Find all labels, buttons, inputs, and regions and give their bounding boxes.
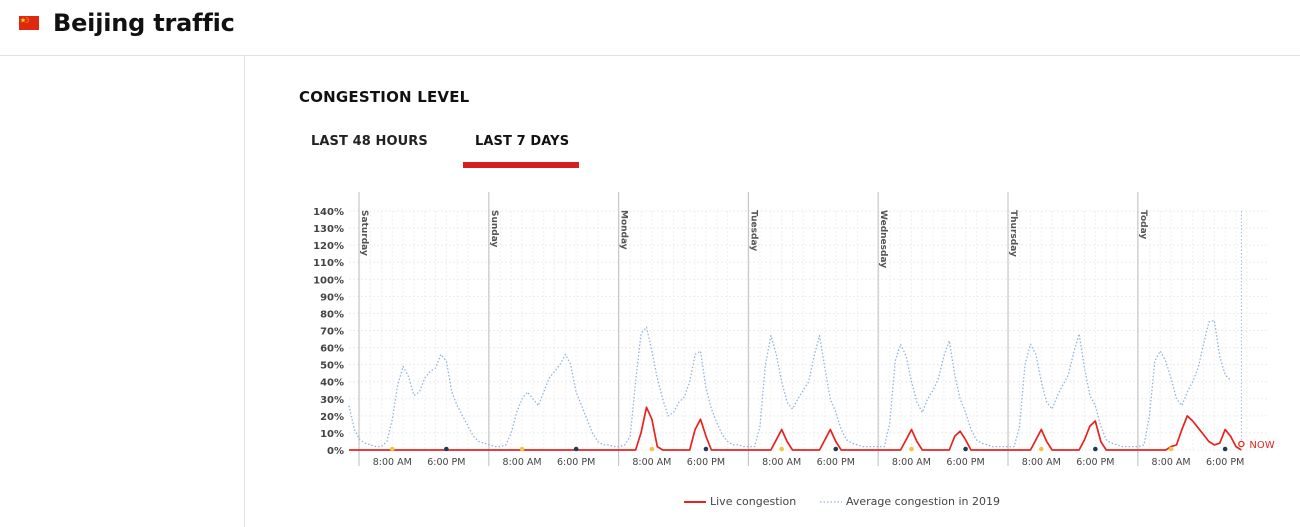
day-label: Monday [619,210,629,250]
now-indicator: NOW [1238,211,1275,451]
y-tick-label: 120% [313,241,344,252]
morning-marker [909,446,914,452]
day-label: Thursday [1008,210,1018,257]
chart-grid [349,210,1268,451]
x-tick-label: 8:00 AM [892,457,931,468]
x-tick-label: 6:00 PM [427,457,465,468]
chart-series [348,319,1242,451]
day-label: Wednesday [878,210,888,268]
y-tick-label: 130% [313,224,344,235]
tab-last-7-days[interactable]: LAST 7 DAYS [475,134,570,149]
x-tick-label: 8:00 AM [632,457,671,468]
y-tick-label: 40% [320,378,344,389]
legend-live-label: Live congestion [710,495,797,508]
x-axis: 8:00 AM 6:00 PM 8:00 AM 6:00 PM 8:00 AM 6:00 … [373,457,1245,468]
day-separators: Saturday Sunday Monday Tuesday Wednesday Thur… [358,192,1148,466]
series-line-live [349,406,1242,451]
morning-marker [519,446,525,452]
x-tick-label: 8:00 AM [1152,457,1191,468]
y-axis: 0% 10% 20% 30% 40% 50% 60% 70% 80% 90% 100% 110% 120… [313,207,344,457]
x-tick-label: 6:00 PM [1206,457,1244,468]
y-tick-label: 140% [313,207,344,218]
evening-marker [573,446,579,452]
now-label: NOW [1249,440,1274,451]
x-tick-label: 6:00 PM [817,457,855,468]
legend-swatch-average [820,501,842,503]
china-flag-icon [19,16,39,30]
x-tick-label: 8:00 AM [1022,457,1061,468]
y-tick-label: 10% [320,429,344,440]
day-label: Tuesday [748,210,758,251]
section-title: CONGESTION LEVEL [299,88,470,106]
x-tick-label: 8:00 AM [762,457,801,468]
evening-marker [444,446,449,452]
y-tick-label: 110% [313,258,344,269]
time-markers [389,446,1228,452]
evening-marker [703,446,709,452]
sidebar-divider [244,56,245,527]
tab-last-48-hours[interactable]: LAST 48 HOURS [311,134,428,149]
y-tick-label: 0% [327,446,344,457]
morning-marker [389,446,395,452]
day-label: Today [1138,210,1148,239]
morning-marker [779,446,784,452]
y-tick-label: 80% [320,309,344,320]
evening-marker [833,446,839,452]
y-tick-label: 60% [320,344,344,355]
y-tick-label: 30% [320,395,344,406]
y-tick-label: 20% [320,412,344,423]
now-dot [1238,440,1245,448]
page-header: Beijing traffic [0,0,1300,56]
x-tick-label: 6:00 PM [1076,457,1114,468]
y-tick-label: 100% [313,275,344,286]
morning-marker [1168,446,1174,452]
x-tick-label: 6:00 PM [557,457,595,468]
series-line-average [348,319,1232,448]
morning-marker [649,446,655,452]
legend-average-label: Average congestion in 2019 [846,495,1000,508]
day-label: Sunday [489,210,499,248]
x-tick-label: 8:00 AM [503,457,542,468]
y-tick-label: 50% [320,361,344,372]
x-tick-label: 8:00 AM [373,457,412,468]
evening-marker [963,446,968,452]
x-tick-label: 6:00 PM [946,457,984,468]
morning-marker [1038,446,1044,452]
active-tab-indicator [463,162,579,168]
day-label: Saturday [359,210,369,256]
evening-marker [1093,446,1098,452]
y-tick-label: 70% [320,327,344,338]
legend-swatch-live [684,501,706,503]
page-title: Beijing traffic [53,9,235,37]
x-tick-label: 6:00 PM [687,457,725,468]
y-tick-label: 90% [320,292,344,303]
evening-marker [1222,446,1228,452]
